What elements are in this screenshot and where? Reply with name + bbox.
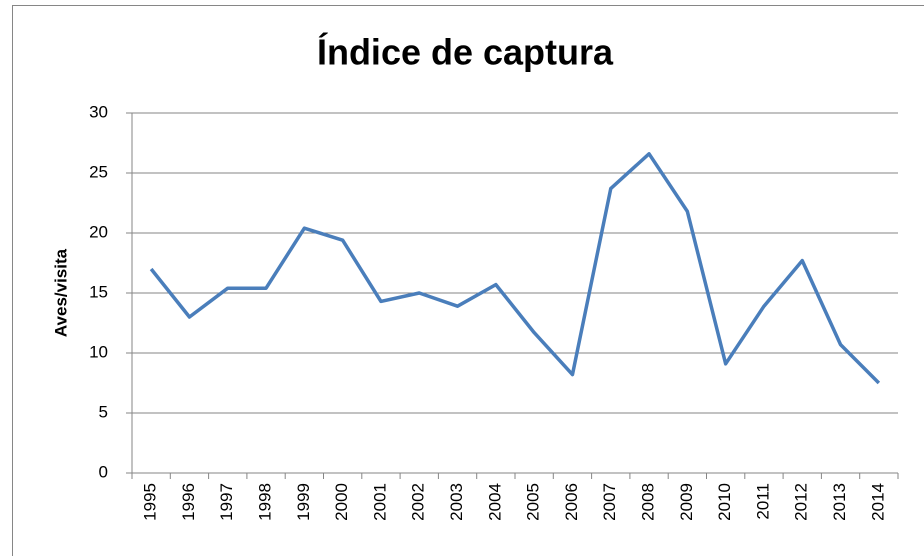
x-tick-label: 2009 [677,483,696,521]
x-tick-label: 2014 [868,483,887,521]
x-tick-label: 2002 [409,483,428,521]
y-tick-label: 5 [99,402,108,421]
data-line [149,152,881,385]
y-tick-label: 25 [89,162,108,181]
x-tick-label: 2007 [600,483,619,521]
y-axis-title: Aves/visita [51,248,70,337]
x-tick-label: 1995 [141,483,160,521]
x-tick-label: 2005 [524,483,543,521]
x-tick-label: 2006 [562,483,581,521]
x-tick-label: 2012 [792,483,811,521]
x-tick-label: 1998 [256,483,275,521]
x-tick-label: 2011 [753,483,772,520]
x-tick-label: 1997 [217,483,236,521]
x-tick-label: 2003 [447,483,466,521]
x-tick-label: 2000 [332,483,351,521]
y-tick-label: 30 [89,102,108,121]
x-tick-label: 2001 [370,483,389,521]
chart-title: Índice de captura [317,32,614,73]
y-tick-label: 15 [89,282,108,301]
y-tick-label: 0 [99,462,108,481]
y-tick-label: 10 [89,342,108,361]
x-tick-label: 1999 [294,483,313,521]
x-tick-label: 2010 [715,483,734,521]
x-tick-label: 2013 [830,483,849,521]
x-tick-label: 1996 [179,483,198,521]
x-tick-label: 2008 [639,483,658,521]
y-tick-label: 20 [89,222,108,241]
x-tick-label: 2004 [485,483,504,521]
chart-frame [12,5,924,556]
